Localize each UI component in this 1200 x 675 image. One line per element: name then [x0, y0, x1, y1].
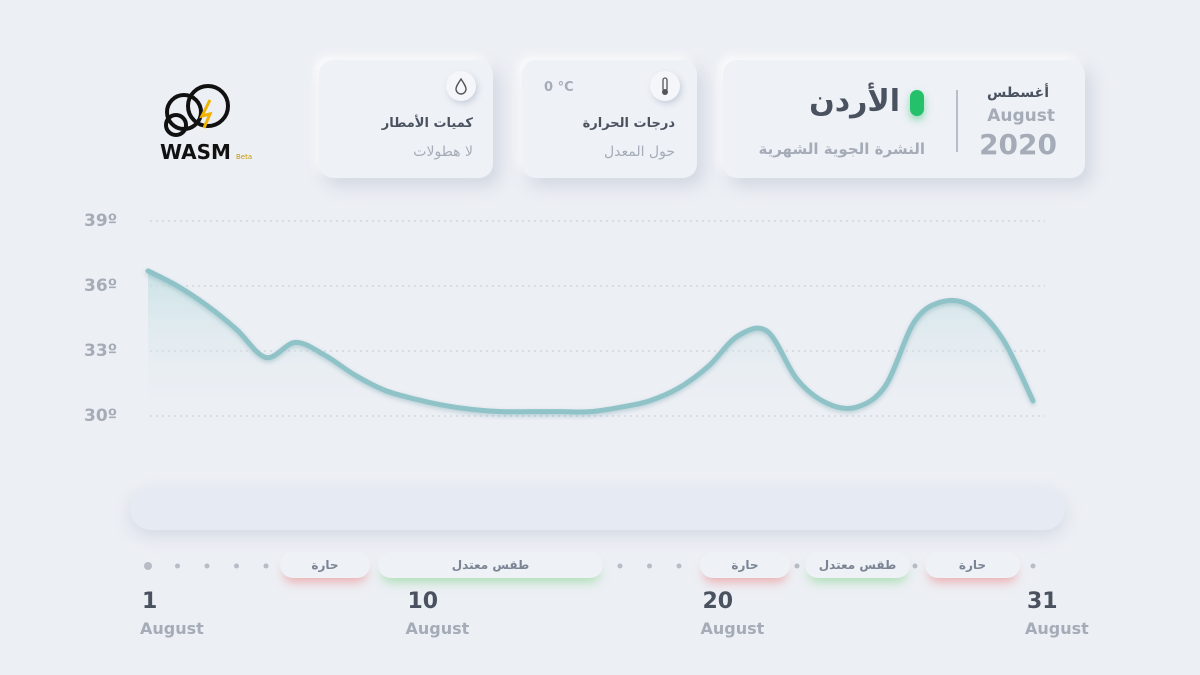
x-tick-label: 20 [703, 589, 734, 614]
day-dot [234, 563, 239, 569]
range-bar [130, 488, 1065, 530]
header-card: أغسطس August 2020 الأردن النشرة الجوية ا… [723, 60, 1085, 178]
day-dot [794, 563, 800, 569]
day-dot [175, 563, 180, 569]
drop-icon [446, 71, 476, 101]
period-tag: حارة [925, 552, 1020, 578]
period-tag: طقس معتدل [378, 552, 603, 578]
x-tick-sublabel: August [140, 619, 204, 638]
y-tick-label: 36º [84, 276, 117, 296]
day-dot [912, 563, 918, 569]
year: 2020 [979, 128, 1057, 161]
temperature-title: درجات الحرارة [582, 116, 675, 131]
period-tag: طقس معتدل [805, 552, 910, 578]
rain-card: كميات الأمطار لا هطولات [319, 60, 493, 178]
day-dot [263, 563, 269, 569]
status-indicator [910, 90, 924, 116]
x-tick-label: 10 [408, 589, 439, 614]
country: الأردن [809, 84, 900, 119]
y-tick-label: 33º [84, 341, 117, 361]
temperature-value: 0 °C [544, 80, 574, 95]
logo-icon [164, 84, 230, 137]
temperature-card: 0 °C درجات الحرارة حول المعدل [522, 60, 697, 178]
x-tick-sublabel: August [701, 619, 765, 638]
logo-badge: Beta [236, 153, 253, 161]
subtitle: النشرة الجوية الشهرية [758, 140, 925, 158]
divider [956, 90, 958, 152]
day-dot [647, 563, 652, 569]
line [145, 268, 1036, 415]
period-tag: حارة [700, 552, 790, 578]
day-dot [144, 562, 152, 570]
month-en: August [987, 106, 1055, 126]
month-ar: أغسطس [986, 85, 1049, 101]
day-dot [676, 563, 682, 569]
y-tick-label: 30º [84, 406, 117, 426]
line-area [148, 270, 1033, 416]
day-dot [204, 563, 210, 569]
thermometer-icon [650, 71, 680, 101]
x-tick-sublabel: August [1025, 619, 1089, 638]
x-tick-sublabel: August [406, 619, 470, 638]
rain-title: كميات الأمطار [381, 116, 473, 131]
day-dot [617, 563, 623, 569]
x-tick-label: 31 [1027, 589, 1058, 614]
temperature-status: حول المعدل [603, 144, 675, 160]
period-tag: حارة [280, 552, 370, 578]
logo-name: WASM [160, 140, 231, 164]
y-tick-label: 39º [84, 211, 117, 231]
day-dot [1030, 563, 1036, 569]
rain-status: لا هطولات [413, 144, 473, 160]
x-tick-label: 1 [142, 589, 157, 614]
